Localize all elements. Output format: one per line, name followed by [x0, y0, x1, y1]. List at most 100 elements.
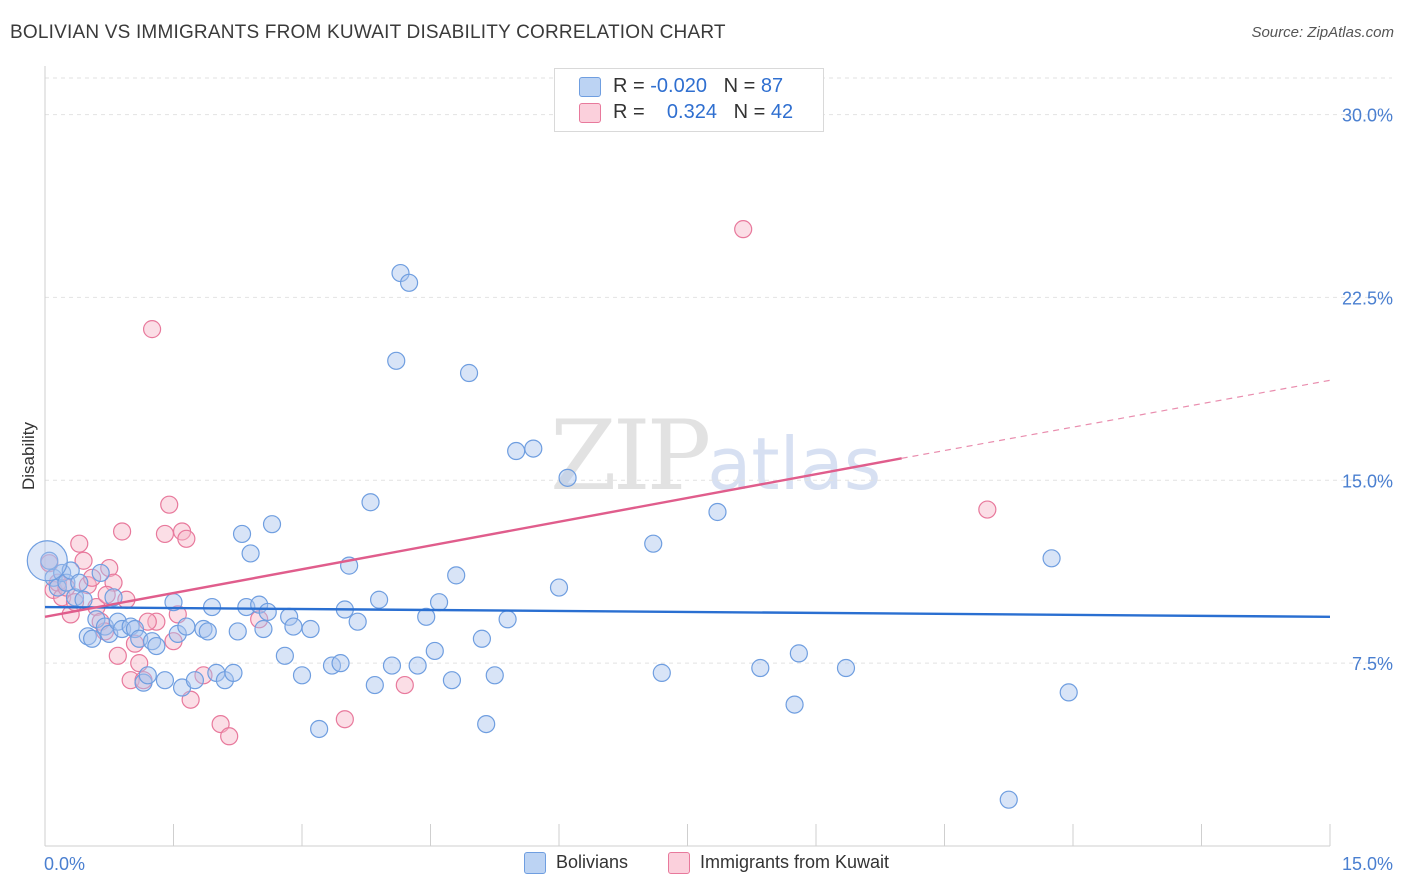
- kuwait-point: [335, 710, 354, 729]
- bolivian-point: [370, 590, 389, 609]
- bolivian-point: [232, 524, 252, 544]
- kuwait-point: [395, 675, 414, 695]
- bolivian-point: [789, 644, 808, 663]
- kuwait-point: [142, 320, 162, 339]
- bolivian-point: [83, 629, 102, 648]
- legend-swatch-kuwait: [579, 102, 601, 123]
- bolivian-point: [48, 578, 67, 597]
- bolivian-point: [228, 622, 247, 641]
- bolivian-point: [254, 619, 273, 639]
- bolivian-point: [447, 566, 466, 585]
- bolivian-point: [262, 515, 282, 534]
- bottom-legend-swatch-kuwait: [668, 852, 690, 875]
- bottom-legend-label: Immigrants from Kuwait: [700, 852, 890, 872]
- trend-lines: [44, 379, 1331, 619]
- kuwait-point: [112, 522, 132, 541]
- kuwait-point: [160, 495, 179, 514]
- bolivian-point: [459, 363, 479, 383]
- kuwait-point: [220, 727, 239, 746]
- bolivian-point: [549, 578, 569, 597]
- bolivian-point: [485, 666, 504, 685]
- kuwait-point: [100, 558, 119, 578]
- bolivian-point: [348, 612, 367, 631]
- legend-n-label: N =: [733, 101, 766, 123]
- kuwait-point: [978, 500, 997, 519]
- bolivian-point: [387, 351, 406, 370]
- kuwait-point: [177, 529, 196, 548]
- watermark-atlas: atlas: [707, 422, 882, 506]
- watermark: ZIPatlas: [550, 400, 881, 512]
- bolivian-point: [498, 610, 517, 629]
- bolivian-point: [382, 656, 402, 675]
- bolivian-point: [74, 590, 93, 609]
- legend-r-value: 0.324: [666, 101, 717, 123]
- legend-row-kuwait: R = 0.324 N = 42: [579, 101, 793, 127]
- bolivian-point: [104, 588, 123, 607]
- bolivian-point: [202, 597, 222, 617]
- bottom-legend-kuwait: Immigrants from Kuwait: [668, 852, 890, 875]
- watermark-zip: ZIP: [550, 400, 711, 512]
- bolivian-point-large: [26, 540, 68, 582]
- bolivian-point: [361, 493, 380, 512]
- bolivian-point: [284, 617, 303, 636]
- bolivian-point: [198, 622, 217, 641]
- bolivians-trend-line: [44, 605, 1331, 619]
- bolivian-point: [472, 629, 491, 648]
- bolivian-point: [155, 671, 175, 690]
- bolivian-point: [644, 534, 663, 553]
- legend-r-label: R =: [613, 75, 645, 97]
- kuwait-point: [97, 585, 116, 604]
- bolivian-point: [301, 619, 320, 639]
- bolivian-point: [708, 502, 727, 522]
- bolivian-point: [310, 719, 329, 739]
- y-tick-label: 30.0%: [1342, 106, 1393, 126]
- bottom-legend-label: Bolivians: [556, 852, 629, 872]
- kuwait-point: [108, 646, 127, 665]
- bolivian-point: [241, 544, 260, 563]
- bolivian-point: [125, 619, 145, 639]
- bolivian-point: [147, 636, 166, 656]
- bolivian-point: [177, 617, 196, 636]
- bolivian-point: [1059, 683, 1078, 702]
- tick-labels: 7.5% 15.0% 22.5% 30.0% 0.0% 15.0% Disability: [19, 106, 1393, 874]
- legend-swatch-bolivians: [579, 76, 601, 97]
- bolivian-point: [258, 602, 277, 622]
- kuwait-points: [40, 220, 997, 746]
- bolivian-point: [408, 656, 427, 675]
- bolivian-point: [425, 641, 444, 661]
- y-axis-label: Disability: [19, 421, 38, 490]
- kuwait-point: [70, 534, 89, 553]
- correlation-legend: R = -0.020 N = 87 R = 0.324 N = 42: [554, 68, 824, 132]
- y-tick-label: 15.0%: [1342, 471, 1393, 491]
- bolivian-point: [785, 695, 804, 714]
- legend-n-value: 42: [770, 101, 794, 123]
- kuwait-point: [74, 551, 93, 570]
- axes: [44, 66, 1331, 847]
- bolivian-point: [652, 663, 671, 682]
- bolivian-point: [558, 468, 577, 487]
- legend-n-value: 87: [760, 75, 784, 97]
- source-label: Source: ZipAtlas.com: [1251, 24, 1394, 41]
- bolivian-point: [1042, 549, 1061, 568]
- kuwait-trend-line: [44, 457, 902, 618]
- bolivian-point: [417, 607, 436, 626]
- x-tick-label: 0.0%: [44, 854, 85, 874]
- bolivian-point: [224, 663, 243, 682]
- bolivian-point: [524, 439, 543, 458]
- bolivian-point: [836, 658, 856, 678]
- bolivian-point: [70, 573, 89, 592]
- bottom-legend-swatch-bolivians: [524, 852, 546, 875]
- legend-r-value: -0.020: [650, 75, 707, 97]
- bolivian-point: [275, 646, 294, 665]
- grid-lines: [45, 77, 1392, 664]
- bolivian-point: [40, 551, 59, 570]
- bolivian-point: [185, 671, 205, 690]
- bolivian-point: [365, 675, 384, 695]
- bolivian-point: [91, 563, 110, 583]
- y-tick-label: 22.5%: [1342, 288, 1393, 308]
- bolivian-point: [507, 441, 526, 461]
- bolivian-point: [331, 654, 350, 673]
- bolivian-point: [999, 790, 1018, 809]
- kuwait-point: [155, 524, 175, 544]
